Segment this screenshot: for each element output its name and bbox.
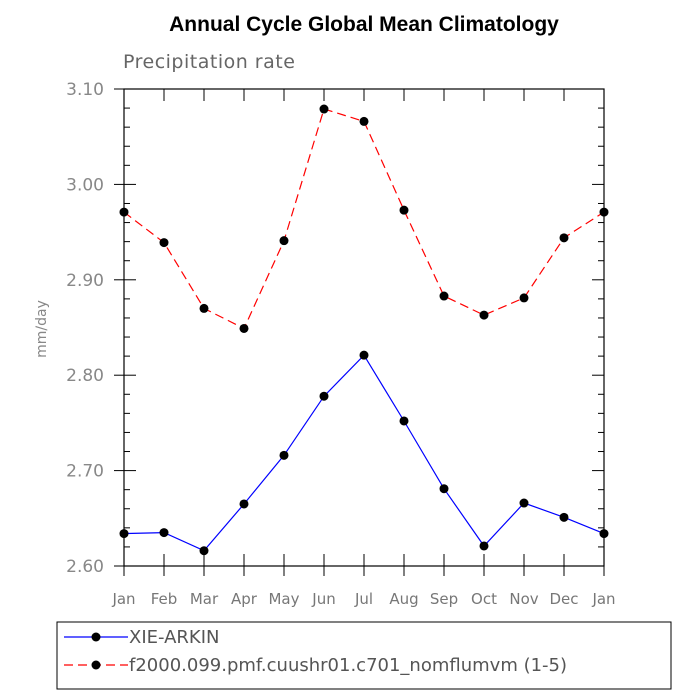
legend-label: f2000.099.pmf.cuushr01.c701_nomflumvm (1…: [129, 655, 567, 676]
x-tick-label: Nov: [509, 590, 538, 608]
series-0-point: [399, 416, 409, 426]
series-0-point: [599, 529, 609, 539]
series-0-point: [319, 391, 329, 401]
x-tick-label: Jun: [311, 590, 335, 608]
series-0-point: [119, 529, 129, 539]
series-0-point: [159, 528, 169, 538]
x-tick-label: Oct: [471, 590, 497, 608]
series-1-point: [599, 207, 609, 217]
series-0-point: [279, 450, 289, 460]
series-0-point: [359, 350, 369, 360]
chart-subtitle: Precipitation rate: [123, 51, 295, 73]
chart-title: Annual Cycle Global Mean Climatology: [169, 13, 559, 36]
x-tick-label: May: [268, 590, 299, 608]
series-0-point: [199, 546, 209, 556]
series-0-point: [479, 541, 489, 551]
x-tick-label: Mar: [190, 590, 219, 608]
plot-frame: [123, 88, 605, 567]
axis-ticks: 2.60 2.70 2.80 2.90 3.00 3.10 Jan Feb Mar Apr May J…: [66, 80, 615, 608]
series-1-point: [479, 310, 489, 320]
series-0-point: [519, 498, 529, 508]
x-tick-label: Aug: [389, 590, 418, 608]
x-tick-label: Jul: [354, 590, 373, 608]
legend-swatch-marker: [91, 660, 101, 670]
x-tick-label: Jan: [591, 590, 615, 608]
series-1-point: [239, 323, 249, 333]
series-1-point: [519, 293, 529, 303]
series-1-point: [559, 233, 569, 243]
x-tick-label: Sep: [430, 590, 458, 608]
series-0-point: [239, 499, 249, 509]
y-tick-label: 2.80: [66, 366, 104, 386]
series-0-point: [559, 512, 569, 522]
series-1-point: [279, 236, 289, 246]
y-tick-label: 2.90: [66, 271, 104, 291]
series-1-point: [199, 303, 209, 313]
series-1-point: [439, 291, 449, 301]
legend-swatch-marker: [91, 632, 101, 642]
series-line-0: [123, 354, 605, 552]
series-1-point: [159, 238, 169, 248]
series-1-point: [399, 205, 409, 215]
y-axis-label: mm/day: [34, 300, 50, 358]
legend-box: [56, 621, 672, 690]
y-tick-label: 3.10: [66, 80, 104, 100]
series-layer: [119, 104, 609, 556]
series-1-point: [119, 207, 129, 217]
x-tick-label: Jan: [111, 590, 135, 608]
series-1-point: [319, 104, 329, 114]
series-0-point: [439, 484, 449, 494]
y-tick-label: 2.60: [66, 557, 104, 577]
legend-label: XIE-ARKIN: [129, 627, 220, 648]
legend: XIE-ARKIN f2000.099.pmf.cuushr01.c701_nom…: [56, 621, 672, 690]
x-tick-label: Apr: [231, 590, 258, 608]
y-tick-label: 2.70: [66, 462, 104, 482]
x-tick-label: Dec: [549, 590, 578, 608]
series-1-point: [359, 116, 369, 126]
x-tick-label: Feb: [151, 590, 178, 608]
y-tick-label: 3.00: [66, 175, 104, 195]
series-line-1: [123, 108, 605, 330]
